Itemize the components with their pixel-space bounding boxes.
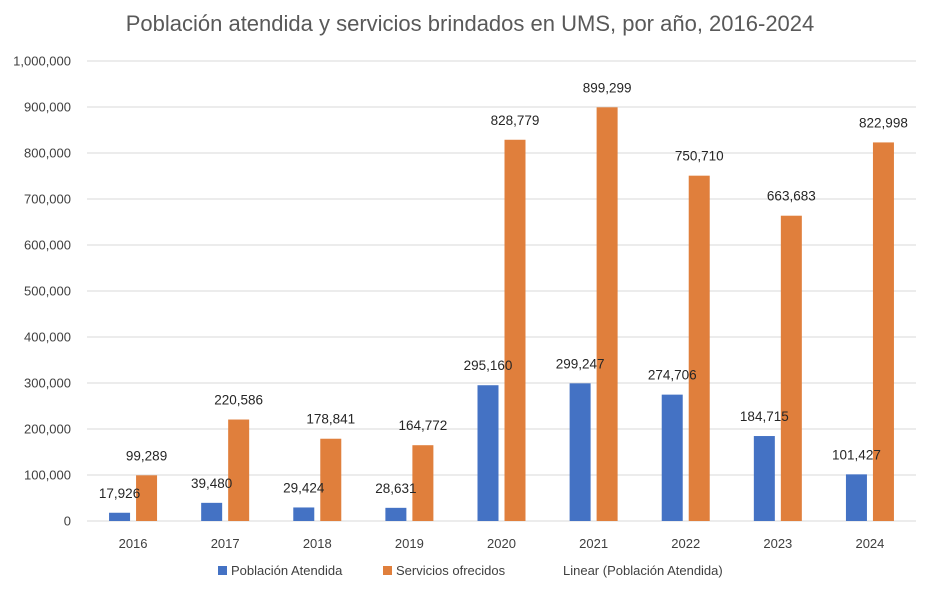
data-labels: 17,926 99,289 39,480 220,586 29,424 178,841 28…: [99, 80, 908, 500]
x-tick-label: 2018: [303, 536, 332, 551]
bar-servicios-ofrecidos: [780, 215, 802, 522]
y-tick-label: 0: [64, 514, 71, 529]
data-label: 899,299: [583, 80, 632, 95]
bar-servicios-ofrecidos: [504, 139, 526, 521]
data-label: 663,683: [767, 189, 816, 204]
legend-label: Servicios ofrecidos: [396, 563, 506, 578]
x-tick-label: 2021: [579, 536, 608, 551]
x-axis-ticks: 2016 2017 2018 2019 2020 2021 2022 2023 2024: [119, 536, 885, 551]
bar-poblacion-atendida: [201, 502, 223, 521]
y-tick-label: 900,000: [24, 100, 71, 115]
data-label: 299,247: [556, 356, 605, 371]
bar-servicios-ofrecidos: [320, 438, 342, 521]
x-tick-label: 2022: [671, 536, 700, 551]
data-label: 220,586: [214, 393, 263, 408]
bar-servicios-ofrecidos: [136, 475, 158, 521]
data-label: 164,772: [398, 418, 447, 433]
x-tick-label: 2019: [395, 536, 424, 551]
data-label: 101,427: [832, 447, 881, 462]
x-tick-label: 2023: [763, 536, 792, 551]
legend-label: Población Atendida: [231, 563, 343, 578]
legend-label: Linear (Población Atendida): [563, 563, 723, 578]
y-tick-label: 100,000: [24, 468, 71, 483]
data-label: 828,779: [491, 113, 540, 128]
bar-servicios-ofrecidos: [412, 445, 434, 521]
bar-servicios-ofrecidos: [688, 175, 710, 521]
data-label: 295,160: [464, 358, 513, 373]
y-axis-ticks: 0 100,000 200,000 300,000 400,000 500,000 600,…: [13, 54, 71, 529]
data-label: 99,289: [126, 448, 167, 463]
bar-poblacion-atendida: [753, 436, 775, 521]
data-label: 178,841: [306, 412, 355, 427]
bar-poblacion-atendida: [385, 507, 407, 521]
bar-poblacion-atendida: [845, 474, 867, 521]
y-tick-label: 600,000: [24, 238, 71, 253]
y-tick-label: 500,000: [24, 284, 71, 299]
bar-servicios-ofrecidos: [596, 107, 618, 522]
bar-poblacion-atendida: [477, 385, 499, 521]
y-tick-label: 800,000: [24, 146, 71, 161]
bar-servicios-ofrecidos: [872, 142, 894, 522]
bar-poblacion-atendida: [293, 507, 315, 521]
bars: [109, 107, 894, 522]
x-tick-label: 2024: [855, 536, 884, 551]
data-label: 274,706: [648, 368, 697, 383]
chart-title: Población atendida y servicios brindados…: [126, 11, 815, 36]
data-label: 750,710: [675, 149, 724, 164]
bar-poblacion-atendida: [109, 512, 131, 521]
data-label: 29,424: [283, 480, 325, 495]
legend-swatch: [218, 566, 227, 575]
y-tick-label: 200,000: [24, 422, 71, 437]
x-tick-label: 2020: [487, 536, 516, 551]
y-tick-label: 400,000: [24, 330, 71, 345]
data-label: 822,998: [859, 115, 908, 130]
legend-swatch: [383, 566, 392, 575]
data-label: 39,480: [191, 476, 232, 491]
data-label: 17,926: [99, 486, 140, 501]
y-tick-label: 700,000: [24, 192, 71, 207]
x-tick-label: 2016: [119, 536, 148, 551]
data-label: 184,715: [740, 409, 789, 424]
y-tick-label: 1,000,000: [13, 54, 71, 69]
legend: Población Atendida Servicios ofrecidos Lin…: [218, 563, 723, 578]
x-tick-label: 2017: [211, 536, 240, 551]
bar-servicios-ofrecidos: [228, 419, 250, 521]
data-label: 28,631: [375, 481, 416, 496]
bar-poblacion-atendida: [569, 383, 591, 521]
bar-poblacion-atendida: [661, 394, 683, 521]
gridlines: [87, 60, 916, 522]
y-tick-label: 300,000: [24, 376, 71, 391]
